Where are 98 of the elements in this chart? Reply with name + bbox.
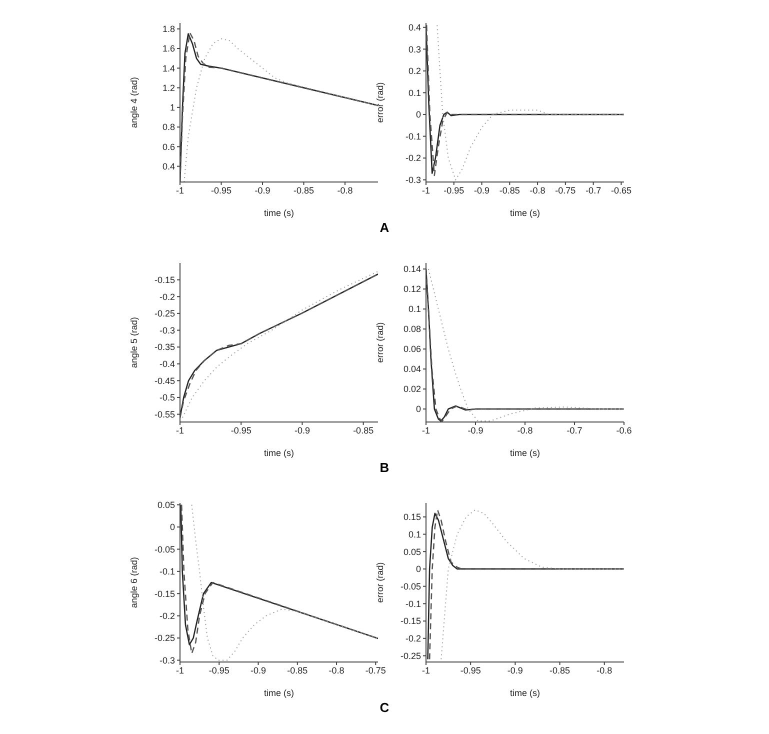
y-axis-title: angle 6 (rad): [129, 556, 140, 608]
y-tick-label: 0.06: [403, 344, 421, 354]
x-tick-label: -0.65: [610, 185, 632, 196]
y-tick-label: 0.12: [403, 284, 421, 294]
y-tick-label: 1.2: [162, 82, 175, 93]
x-tick-label: -1: [422, 665, 430, 676]
y-tick-label: 0.1: [408, 304, 421, 314]
x-axis-title: time (s): [264, 448, 294, 458]
x-tick-label: -0.85: [550, 665, 570, 676]
x-tick-label: -0.8: [337, 185, 353, 196]
x-tick-label: -0.85: [499, 185, 520, 196]
y-tick-label: 0.3: [408, 44, 421, 54]
x-axis-title: time (s): [510, 688, 540, 698]
y-tick-label: -0.2: [405, 153, 421, 164]
y-tick-label: -0.2: [405, 634, 421, 644]
y-tick-label: -0.1: [405, 131, 421, 142]
x-tick-label: -0.75: [365, 665, 386, 676]
y-axis-title: angle 5 (rad): [129, 316, 140, 368]
y-tick-label: -0.45: [154, 376, 175, 386]
x-axis-title: time (s): [510, 208, 540, 218]
y-tick-label: 0.05: [157, 500, 175, 510]
y-tick-label: -0.5: [159, 392, 175, 403]
y-tick-label: -0.25: [154, 633, 175, 644]
y-axis-title: error (rad): [375, 562, 386, 603]
y-tick-label: -0.15: [154, 275, 175, 286]
x-tick-label: -0.7: [566, 425, 582, 436]
x-axis-title: time (s): [264, 208, 294, 218]
y-tick-label: 0.4: [162, 161, 175, 172]
y-tick-label: 0.05: [403, 546, 421, 557]
y-tick-label: -0.4: [159, 359, 175, 370]
x-tick-label: -0.9: [468, 425, 484, 436]
x-tick-label: -0.9: [250, 665, 266, 676]
x-tick-label: -0.95: [460, 665, 481, 676]
x-tick-label: -0.95: [210, 185, 232, 196]
y-axis-title: error (rad): [375, 322, 386, 363]
y-tick-label: -0.3: [405, 175, 421, 186]
y-tick-label: 0: [416, 564, 421, 574]
x-tick-label: -0.95: [208, 665, 230, 676]
y-tick-label: -0.2: [159, 611, 175, 622]
y-tick-label: -0.2: [159, 292, 175, 302]
x-tick-label: -0.95: [444, 185, 464, 196]
x-tick-label: -1: [176, 185, 184, 196]
y-tick-label: 0.14: [403, 264, 421, 274]
y-tick-label: -0.3: [159, 655, 175, 666]
y-tick-label: 0.1: [408, 88, 421, 98]
text: A: [378, 220, 390, 235]
y-tick-label: 0.4: [408, 22, 421, 33]
y-tick-label: -0.25: [400, 650, 421, 661]
y-tick-label: 0.08: [403, 324, 421, 334]
y-axis-title: error (rad): [375, 82, 386, 123]
y-tick-label: -0.55: [154, 409, 175, 420]
x-tick-label: -0.7: [586, 185, 602, 196]
y-tick-label: 0.2: [408, 66, 421, 76]
x-tick-label: -0.85: [353, 425, 374, 436]
y-tick-label: 1.4: [162, 63, 175, 74]
y-tick-label: -0.15: [400, 616, 421, 626]
x-axis-title: time (s): [264, 688, 294, 698]
text: B: [378, 460, 390, 475]
x-tick-label: -0.8: [596, 665, 612, 676]
y-tick-label: 0: [416, 110, 421, 120]
y-tick-label: -0.3: [159, 325, 175, 336]
x-tick-label: -1: [422, 425, 430, 436]
x-tick-label: -1: [176, 665, 184, 676]
x-tick-label: -0.9: [254, 185, 270, 196]
y-tick-label: 0.04: [403, 364, 421, 374]
y-tick-label: -0.05: [154, 544, 175, 554]
x-tick-label: -0.8: [517, 425, 533, 436]
y-tick-label: 0.02: [403, 384, 421, 394]
x-tick-label: -0.9: [474, 185, 490, 196]
y-tick-label: -0.35: [154, 342, 175, 352]
text: C: [378, 700, 390, 715]
x-tick-label: -0.95: [230, 425, 252, 436]
x-tick-label: -0.9: [507, 665, 523, 676]
y-tick-label: 0.15: [403, 512, 421, 522]
x-tick-label: -0.6: [616, 425, 632, 436]
y-tick-label: -0.1: [159, 566, 175, 577]
y-tick-label: 0.6: [162, 142, 175, 152]
x-tick-label: -0.85: [287, 665, 308, 676]
x-axis-title: time (s): [510, 448, 540, 458]
x-tick-label: -0.8: [530, 185, 546, 196]
y-tick-label: -0.15: [154, 588, 175, 599]
x-tick-label: -0.85: [293, 185, 314, 196]
y-tick-label: 1.6: [162, 44, 175, 54]
y-tick-label: 1: [170, 102, 175, 113]
x-tick-label: -0.9: [294, 425, 310, 436]
y-tick-label: -0.1: [405, 598, 421, 609]
x-tick-label: -0.75: [555, 185, 576, 196]
y-tick-label: 1.8: [162, 24, 175, 34]
x-tick-label: -1: [422, 185, 430, 196]
y-axis-title: angle 4 (rad): [129, 76, 140, 128]
y-tick-label: 0: [416, 404, 421, 414]
x-tick-label: -1: [176, 425, 184, 436]
y-tick-label: 0.1: [408, 529, 421, 540]
y-tick-label: 0: [170, 522, 175, 532]
y-tick-label: 0.8: [162, 122, 175, 132]
y-tick-label: -0.25: [154, 308, 175, 319]
x-tick-label: -0.8: [328, 665, 344, 676]
y-tick-label: -0.05: [400, 582, 421, 592]
